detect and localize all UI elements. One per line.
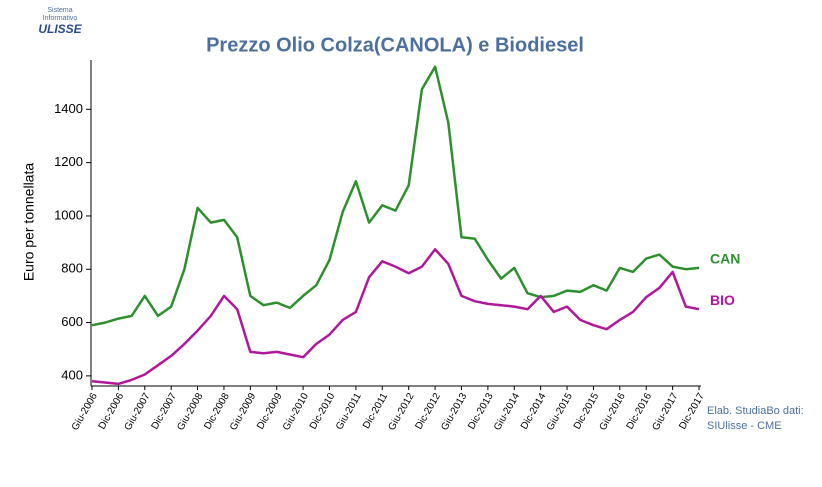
x-tick-label: Dic-2010 [308,391,338,432]
x-tick-label: Dic-2013 [466,391,496,432]
logo-text: Informativo [43,15,78,22]
series-line [91,248,700,386]
chart-title: Prezzo Olio Colza(CANOLA) e Biodiesel [206,34,584,56]
x-tick-label: Giu-2011 [334,391,364,432]
x-tick-label: Dic-2006 [97,391,127,432]
y-tick-label: 800 [61,261,83,276]
series-line [91,65,700,327]
y-tick-label: 1400 [54,101,83,116]
x-tick-label: Dic-2009 [255,391,285,432]
note: Elab. StudiaBo dati: [707,405,804,417]
y-tick-label: 600 [61,314,83,329]
x-tick-label: Dic-2016 [625,391,655,432]
x-tick-label: Dic-2015 [572,391,602,432]
series-label: BIO [710,292,735,308]
x-tick-label: Dic-2017 [677,391,707,432]
y-axis-label: Euro per tonnellata [21,163,37,282]
x-tick-label: Dic-2011 [361,391,390,431]
logo-text: ULISSE [38,22,82,36]
x-tick-label: Dic-2012 [413,391,443,432]
y-tick-label: 1200 [54,154,83,169]
x-tick-label: Dic-2014 [519,391,549,432]
x-tick-label: Dic-2007 [150,391,180,432]
y-tick-label: 400 [61,367,83,382]
logo-text: Sistema [47,7,72,14]
series-label: CAN [710,251,740,267]
note: SIUlisse - CME [707,420,782,432]
y-tick-label: 1000 [54,207,83,222]
x-tick-label: Dic-2008 [202,391,232,432]
